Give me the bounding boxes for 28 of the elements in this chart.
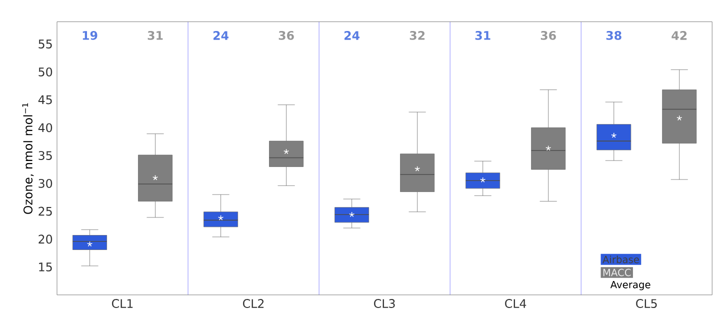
x-tick-label: CL4 [505, 299, 526, 308]
y-tick-label: 30 [38, 179, 52, 188]
text: MACC [603, 268, 631, 276]
y-axis-title: Ozone, nmol mol$^{−1}$ [22, 103, 34, 214]
text: Airbase [602, 256, 639, 264]
y-tick-label: 55 [38, 40, 52, 49]
text: 36 [278, 31, 294, 40]
y-tick-label: 45 [38, 96, 52, 104]
text: 32 [410, 31, 425, 40]
text: 31 [475, 31, 490, 40]
y-tick-label: 50 [38, 68, 52, 77]
text: 24 [213, 31, 228, 40]
x-tick-label: CL3 [374, 299, 395, 308]
text: 36 [540, 31, 556, 40]
x-tick-label: CL2 [243, 299, 264, 308]
text: 19 [82, 31, 98, 40]
text: 24 [344, 31, 360, 40]
text: 42 [672, 31, 687, 40]
x-tick-label: CL1 [112, 299, 133, 308]
y-tick-label: 25 [38, 206, 52, 216]
text: 31 [148, 31, 163, 40]
y-tick-label: 40 [38, 123, 52, 132]
x-tick-label: CL5 [636, 299, 657, 308]
text: 38 [606, 31, 622, 40]
y-tick-label: 20 [38, 234, 52, 244]
y-tick-label: 35 [38, 151, 52, 160]
y-tick-label: 15 [39, 262, 52, 272]
annotation: Average [610, 281, 650, 290]
